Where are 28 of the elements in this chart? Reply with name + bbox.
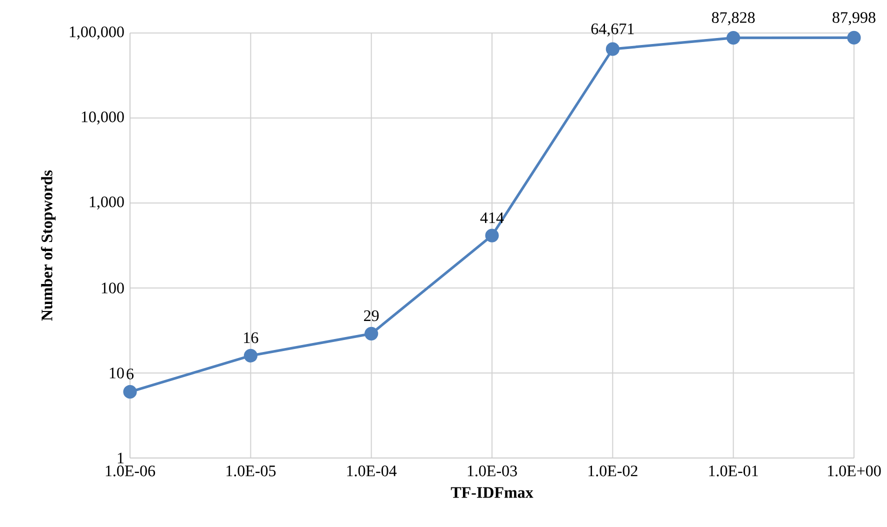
data-label: 16 (244, 332, 258, 344)
data-label: 64,671 (591, 24, 634, 37)
data-label: 87,828 (712, 12, 755, 26)
point (123, 385, 137, 399)
y-axis-title: Number of Stopwords (40, 170, 56, 321)
x-tick-label: 1.0E-01 (709, 466, 758, 476)
x-tick-label: 1.0E-04 (347, 466, 397, 476)
data-label: 29 (364, 310, 379, 322)
y-tick-label: 10 (110, 368, 124, 378)
data-label: 6 (126, 368, 134, 380)
x-tick-label: 1.0E-03 (468, 466, 517, 476)
point (364, 326, 378, 340)
x-tick-label: 1.0E-02 (588, 466, 638, 476)
point (244, 348, 258, 362)
x-tick-label: 1.0E-05 (226, 466, 276, 476)
point (606, 42, 620, 56)
point (485, 228, 499, 242)
y-tick-label: 1 (118, 452, 124, 464)
data-label: 87,998 (832, 12, 876, 26)
y-tick-label: 100 (102, 282, 124, 294)
point (847, 30, 861, 45)
point (726, 30, 740, 45)
x-axis-title: TF-IDFmax (450, 487, 534, 498)
y-tick-label: 10,000 (82, 111, 124, 125)
x-tick-label: 1.0E+00 (828, 466, 881, 476)
x-tick-label: 1.0E-06 (106, 466, 156, 476)
y-tick-label: 1,000 (90, 196, 124, 210)
y-tick-label: 1,00,000 (70, 26, 124, 40)
